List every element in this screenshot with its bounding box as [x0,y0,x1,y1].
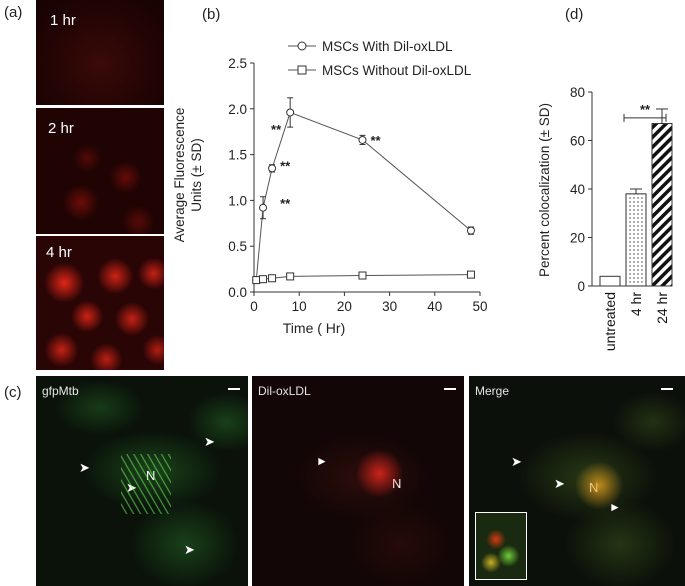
micrograph-1hr: 1 hr [36,0,164,105]
significance-label: ** [370,133,381,148]
chart-b-legend: MSCs With Dil-oxLDL MSCs Without Dil-oxLD… [288,39,472,78]
arrow-icon: ➤ [554,476,565,491]
micrograph-2hr: 2 hr [36,108,164,234]
data-point [268,274,277,283]
y-tick-label: 80 [570,85,585,100]
data-point [252,276,261,285]
arrow-icon: ➤ [511,454,522,469]
chart-b-ylabel-line1: Average Fluorescence [172,108,187,243]
significance-label: ** [280,196,291,211]
category-label: 4 hr [628,292,644,316]
x-tick-label: 30 [382,299,397,314]
arrow-icon: ➤ [79,460,90,475]
micrograph-diloxldl: Dil-oxLDL N ► [252,376,464,586]
channel-label-gfpmtb: gfpMtb [42,384,79,398]
panel-d-letter: (d) [565,6,583,23]
line-chart-b: (b) 0.00.51.01.52.02.50 10 20 30 40 50 ******… [172,6,488,336]
bar-2 [651,123,673,287]
chart-d-bars: untreated 4 hr 24 hr ** [599,102,673,351]
data-point [286,108,295,117]
x-tick-label: 50 [472,299,487,314]
arrow-icon: ➤ [184,542,195,557]
significance-label: ** [271,122,282,137]
y-tick-label: 20 [570,231,585,246]
tile-label-1hr: 1 hr [50,12,76,29]
data-point [466,270,475,279]
tile-label-4hr: 4 hr [46,244,72,261]
x-tick-label: 40 [427,299,442,314]
y-tick-label: 60 [570,134,585,149]
y-tick-label: 40 [570,182,585,197]
bacteria-cluster [121,454,171,514]
y-tick-label: 0.5 [228,239,247,254]
chart-d-ylabel: Percent colocalization (± SD) [537,103,552,277]
scale-bar [444,388,456,390]
inset-zoom [475,512,527,580]
colocalization-cluster [574,458,624,513]
x-tick-label: 0 [250,299,258,314]
data-point [358,135,367,144]
scale-bar [228,388,240,390]
chart-b-ylabel-line2: Units (± SD) [189,138,204,211]
bar-chart-d: (d) 0 20 40 60 80 untreated 4 hr 24 hr ** Perce… [537,6,673,351]
x-tick-label: 10 [292,299,307,314]
tile-label-2hr: 2 hr [48,120,74,137]
arrow-icon: ➤ [204,434,215,449]
y-tick-label: 2.5 [228,56,247,71]
channel-label-merge: Merge [475,384,510,398]
scale-bar [661,388,673,390]
data-point [268,164,277,173]
y-tick-label: 0 [577,279,585,294]
oxldl-cluster [357,446,402,501]
legend-marker [297,65,307,75]
x-tick-label: 20 [337,299,352,314]
panel-c-letter: (c) [4,384,22,401]
significance-label: ** [640,102,651,117]
legend-marker [297,41,307,51]
bar-1 [625,193,647,287]
micrograph-gfpmtb: gfpMtb N ➤ ➤ ➤ ➤ [36,376,248,586]
panel-b-letter: (b) [202,6,220,23]
channel-label-diloxldl: Dil-oxLDL [258,384,311,398]
legend-label: MSCs Without Dil-oxLDL [322,63,472,78]
data-point [259,275,268,284]
category-label: untreated [602,292,618,351]
data-point [358,271,367,280]
y-tick-label: 2.0 [228,102,247,117]
y-tick-label: 1.5 [228,148,247,163]
data-point [466,226,475,235]
bar-0 [599,275,621,287]
data-point [259,203,268,212]
chart-b-axes: 0.0 0.5 1.0 1.5 2.0 2.5 0 10 20 30 40 50 [228,56,487,314]
y-tick-label: 0.0 [228,285,247,300]
micrograph-merge: Merge N ➤ ➤ ► [469,376,685,586]
chart-b-series: ** ** ** ** [252,97,475,285]
legend-label: MSCs With Dil-oxLDL [322,39,453,54]
panel-a-letter: (a) [4,4,23,21]
series-line-0 [255,111,472,281]
arrowhead-icon: ► [316,454,328,468]
micrograph-4hr: 4 hr [36,236,164,370]
y-tick-label: 1.0 [228,193,247,208]
chart-b-xlabel: Time ( Hr) [283,320,345,336]
category-label: 24 hr [654,292,670,324]
data-point [286,272,295,281]
significance-label: ** [280,159,291,174]
